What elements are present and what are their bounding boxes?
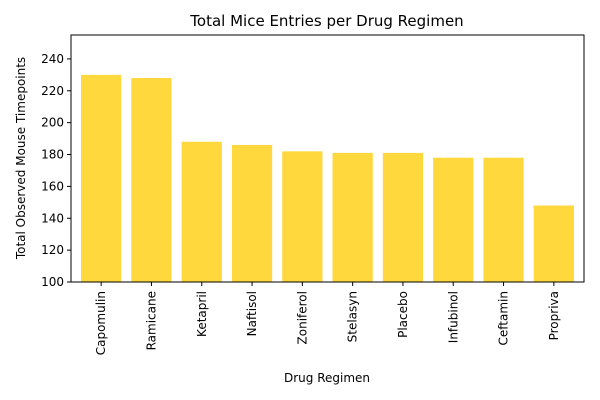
y-tick-label: 140 bbox=[41, 211, 64, 225]
bar-ceftamin bbox=[483, 157, 524, 282]
bar-ketapril bbox=[181, 141, 222, 282]
x-axis: Capomulin Ramicane Ketapril Naftisol Zonifer… bbox=[94, 282, 561, 355]
y-tick-label: 220 bbox=[41, 84, 64, 98]
x-tick-label: Ceftamin bbox=[497, 291, 511, 345]
x-tick-label: Propriva bbox=[547, 291, 561, 340]
plot-area bbox=[81, 74, 574, 282]
x-tick-label: Placebo bbox=[396, 291, 410, 338]
plot-frame bbox=[70, 34, 585, 283]
bar-naftisol bbox=[231, 144, 273, 282]
y-tick-label: 180 bbox=[41, 148, 64, 162]
x-tick-label: Ketapril bbox=[195, 291, 209, 337]
y-tick-label: 100 bbox=[41, 275, 64, 289]
bar-propriva bbox=[533, 205, 574, 282]
bar-infubinol bbox=[433, 157, 474, 282]
y-axis: 100 120 140 160 180 200 220 240 bbox=[41, 52, 71, 289]
y-axis-label: Total Observed Mouse Timepoints bbox=[14, 57, 28, 260]
x-tick-label: Zoniferol bbox=[295, 291, 309, 344]
chart-title: Total Mice Entries per Drug Regimen bbox=[189, 12, 463, 30]
y-tick-label: 160 bbox=[41, 179, 64, 193]
x-axis-label: Drug Regimen bbox=[284, 371, 370, 385]
x-tick-label: Capomulin bbox=[94, 291, 108, 355]
x-tick-label: Stelasyn bbox=[346, 291, 360, 342]
x-tick-label: Infubinol bbox=[446, 291, 460, 343]
x-tick-label: Naftisol bbox=[245, 291, 259, 336]
y-tick-label: 240 bbox=[41, 52, 64, 66]
bar-ramicane bbox=[131, 78, 172, 282]
y-tick-label: 200 bbox=[41, 116, 64, 130]
bar-capomulin bbox=[81, 74, 122, 282]
bar-stelasyn bbox=[332, 152, 373, 282]
bar-zoniferol bbox=[282, 151, 323, 282]
bar-placebo bbox=[382, 152, 424, 282]
y-tick-label: 120 bbox=[41, 243, 64, 257]
x-tick-label: Ramicane bbox=[144, 291, 158, 350]
